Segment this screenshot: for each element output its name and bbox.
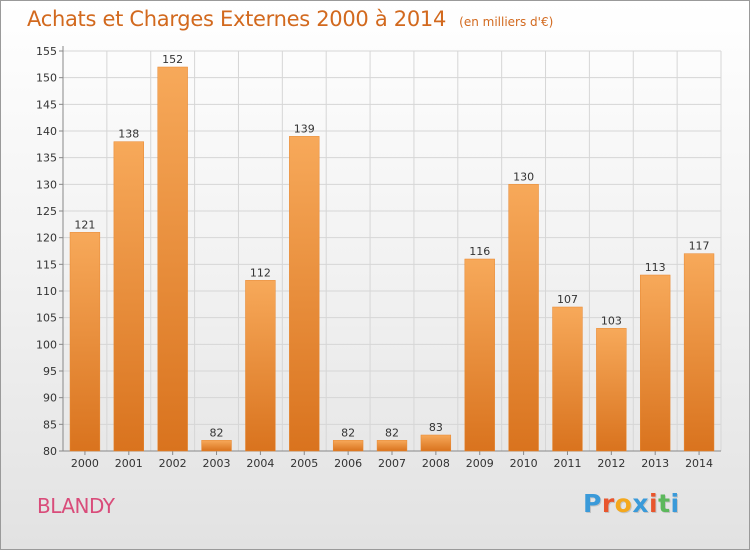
y-tick-label: 130: [36, 178, 57, 191]
y-tick-label: 85: [43, 418, 57, 431]
bar: [201, 440, 232, 452]
value-label: 82: [341, 426, 355, 439]
x-tick-label: 2014: [685, 457, 713, 470]
y-tick-label: 120: [36, 232, 57, 245]
bar: [245, 280, 276, 452]
y-tick-label: 95: [43, 365, 57, 378]
bars: [69, 66, 715, 452]
x-tick-label: 2007: [378, 457, 406, 470]
bar: [157, 66, 188, 452]
tick-labels: 80 85 90 95 100 105 110 115 120 125 130 135 140 145 15…: [36, 45, 713, 470]
x-tick-label: 2003: [203, 457, 231, 470]
bar: [376, 440, 408, 452]
chart-title: Achats et Charges Externes 2000 à 2014: [27, 7, 447, 31]
x-tick-label: 2004: [246, 457, 274, 470]
logo-letter: i: [670, 489, 680, 518]
x-tick-label: 2008: [422, 457, 450, 470]
value-label: 116: [469, 245, 490, 258]
logo-letter: i: [649, 489, 659, 518]
value-label: 121: [74, 218, 95, 231]
y-tick-label: 115: [36, 258, 57, 271]
bar: [596, 328, 627, 452]
chart-subtitle: (en milliers d'€): [459, 15, 554, 29]
x-tick-label: 2002: [159, 457, 187, 470]
bar: [552, 306, 583, 452]
bar: [332, 440, 364, 452]
x-tick-label: 2013: [641, 457, 669, 470]
x-tick-label: 2011: [553, 457, 581, 470]
logo-letter: t: [658, 489, 671, 518]
value-label: 138: [118, 128, 139, 141]
bar: [289, 136, 320, 452]
y-tick-label: 155: [36, 45, 57, 58]
y-tick-label: 140: [36, 125, 57, 138]
x-tick-label: 2005: [290, 457, 318, 470]
bar: [640, 274, 671, 452]
y-tick-label: 80: [43, 445, 57, 458]
y-tick-label: 150: [36, 72, 57, 85]
value-label: 130: [513, 170, 534, 183]
x-tick-label: 2012: [597, 457, 625, 470]
chart-title-block: Achats et Charges Externes 2000 à 2014 (…: [27, 7, 553, 31]
x-tick-label: 2000: [71, 457, 99, 470]
y-tick-label: 110: [36, 285, 57, 298]
proxiti-logo: Proxiti: [583, 489, 680, 518]
y-tick-label: 145: [36, 98, 57, 111]
x-tick-label: 2006: [334, 457, 362, 470]
value-label: 117: [689, 240, 710, 253]
bar: [420, 434, 452, 452]
logo-letter: P: [583, 489, 602, 518]
value-label: 112: [250, 266, 271, 279]
value-label: 113: [645, 261, 666, 274]
y-tick-label: 135: [36, 152, 57, 165]
bar: [69, 232, 101, 452]
value-label: 83: [429, 421, 443, 434]
x-tick-label: 2010: [510, 457, 538, 470]
y-tick-label: 105: [36, 312, 57, 325]
value-label: 103: [601, 314, 622, 327]
logo-letter: o: [614, 489, 633, 518]
x-tick-label: 2001: [115, 457, 143, 470]
bar: [113, 141, 144, 452]
value-label: 82: [385, 426, 399, 439]
commune-name: BLANDY: [37, 494, 115, 518]
value-label: 139: [294, 122, 315, 135]
logo-letter: x: [632, 489, 649, 518]
value-labels: 121 138 152 82 112 139 82 82 83 116 130 107 103 113 11…: [74, 53, 709, 439]
bar: [683, 253, 715, 452]
bar: [508, 184, 539, 452]
value-label: 152: [162, 53, 183, 66]
bar: [464, 258, 495, 452]
logo-letter: r: [601, 489, 615, 518]
y-tick-label: 90: [43, 392, 57, 405]
x-tick-label: 2009: [466, 457, 494, 470]
value-label: 107: [557, 293, 578, 306]
y-tick-label: 125: [36, 205, 57, 218]
y-tick-label: 100: [36, 338, 57, 351]
value-label: 82: [210, 426, 224, 439]
